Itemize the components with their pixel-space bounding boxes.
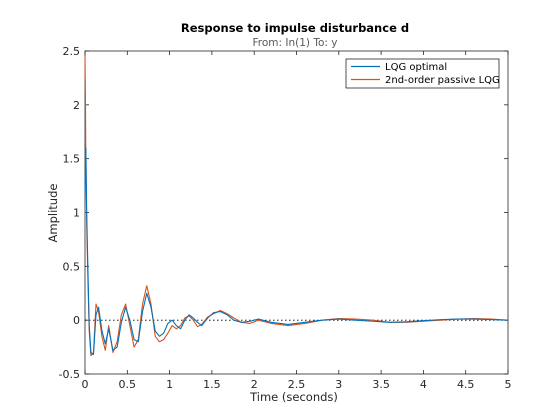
x-tick-label: 1: [166, 378, 173, 391]
legend-label-lqg-optimal: LQG optimal: [385, 62, 447, 73]
x-axis-label: Time (seconds): [249, 390, 338, 404]
x-tick-label: 0: [82, 378, 89, 391]
y-tick-label: 1: [73, 207, 80, 220]
x-tick-label: 5: [505, 378, 512, 391]
y-tick-label: 0: [73, 314, 80, 327]
y-axis: -0.5 0 0.5 1 1.5 2 2.5: [59, 45, 508, 381]
y-tick-label: 0.5: [63, 260, 81, 273]
x-tick-label: 0.5: [119, 378, 137, 391]
y-tick-label: 2.5: [63, 45, 81, 58]
chart-subtitle: From: In(1) To: y: [253, 37, 338, 49]
y-axis-label: Amplitude: [46, 184, 60, 243]
x-tick-label: 3: [335, 378, 342, 391]
x-tick-label: 2.5: [288, 378, 306, 391]
x-tick-label: 4: [420, 378, 427, 391]
chart-title: Response to impulse disturbance d: [181, 21, 409, 35]
plot-area: [84, 50, 509, 375]
x-tick-label: 1.5: [203, 378, 221, 391]
series-layer: [84, 56, 509, 357]
x-tick-label: 4.5: [457, 378, 475, 391]
y-tick-label: -0.5: [59, 368, 80, 381]
y-tick-label: 1.5: [63, 153, 81, 166]
y-tick-label: 2: [73, 99, 80, 112]
legend-label-passive-lqg: 2nd-order passive LQG: [385, 75, 500, 86]
x-tick-label: 2: [251, 378, 258, 391]
x-tick-label: 3.5: [372, 378, 390, 391]
x-axis: 0 0.5 1 1.5 2 2.5 3 3.5 4 4.5 5: [82, 51, 512, 391]
series-line-lqg-optimal: [84, 147, 509, 356]
legend-box: [345, 58, 500, 89]
legend: LQG optimal 2nd-order passive LQG: [345, 58, 500, 89]
